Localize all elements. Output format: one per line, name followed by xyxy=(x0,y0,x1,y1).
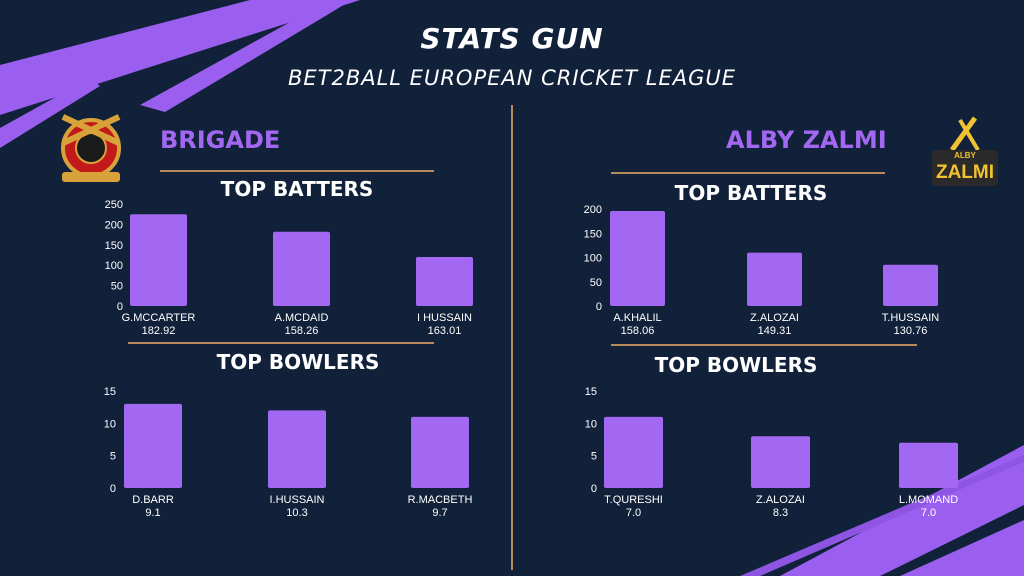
alby-zalmi-logo-text: ZALMI xyxy=(936,162,994,183)
bar-brigade-bowlers-2 xyxy=(411,416,469,488)
section-rule-alby-zalmi-bowlers xyxy=(611,344,917,346)
section-title-brigade-bowlers: TOP BOWLERS xyxy=(216,350,380,374)
top-left-thin-stripe xyxy=(140,0,352,112)
category-sub-label: 182.92 xyxy=(142,325,176,337)
bar-alby-zalmi-batters-0 xyxy=(610,210,665,306)
category-label: G.MCCARTER xyxy=(122,312,196,324)
bar-alby-zalmi-bowlers-2 xyxy=(899,442,958,488)
y-tick-label: 0 xyxy=(110,483,116,495)
category-sub-label: 9.1 xyxy=(145,507,160,519)
category-label: Z.ALOZAI xyxy=(750,312,799,324)
category-label: R.MACBETH xyxy=(408,494,473,506)
page-subtitle: BET2BALL EUROPEAN CRICKET LEAGUE xyxy=(287,66,737,90)
category-label: D.BARR xyxy=(132,494,174,506)
category-label: I HUSSAIN xyxy=(417,312,472,324)
category-sub-label: 7.0 xyxy=(921,507,936,519)
category-sub-label: 158.06 xyxy=(621,325,655,337)
y-tick-label: 150 xyxy=(105,240,123,252)
y-tick-label: 200 xyxy=(584,204,602,216)
bar-brigade-bowlers-0 xyxy=(124,403,182,488)
y-tick-label: 0 xyxy=(117,301,123,313)
category-label: L.MOMAND xyxy=(899,494,958,506)
y-tick-label: 150 xyxy=(584,228,602,240)
category-label: Z.ALOZAI xyxy=(756,494,805,506)
y-tick-label: 50 xyxy=(590,277,602,289)
category-label: A.KHALIL xyxy=(613,312,661,324)
team-rule-brigade xyxy=(160,170,434,172)
category-sub-label: 9.7 xyxy=(432,507,447,519)
category-label: T.HUSSAIN xyxy=(882,312,940,324)
bar-alby-zalmi-batters-1 xyxy=(747,252,802,306)
y-tick-label: 100 xyxy=(584,253,602,265)
bar-brigade-batters-0 xyxy=(130,214,187,306)
category-sub-label: 149.31 xyxy=(758,325,792,337)
section-title-alby-zalmi-batters: TOP BATTERS xyxy=(674,181,828,205)
bottom-right-corner-stripe xyxy=(900,520,1024,576)
team-name-brigade: BRIGADE xyxy=(160,126,281,154)
bar-alby-zalmi-batters-2 xyxy=(883,264,938,306)
bar-alby-zalmi-bowlers-0 xyxy=(604,416,663,488)
category-sub-label: 10.3 xyxy=(286,507,307,519)
chart-brigade-batters: 050100150200250G.MCCARTER182.92A.MCDAID1… xyxy=(105,199,473,337)
bar-brigade-batters-2 xyxy=(416,257,473,306)
category-sub-label: 163.01 xyxy=(428,325,462,337)
bar-alby-zalmi-bowlers-1 xyxy=(751,436,810,488)
category-sub-label: 158.26 xyxy=(285,325,319,337)
alby-zalmi-logo: ALBY ZALMI xyxy=(932,116,998,186)
team-rule-alby-zalmi xyxy=(611,172,885,174)
y-tick-label: 10 xyxy=(585,418,597,430)
y-tick-label: 0 xyxy=(591,483,597,495)
page-title: STATS GUN xyxy=(420,22,604,55)
bar-brigade-bowlers-1 xyxy=(268,410,326,488)
y-tick-label: 5 xyxy=(110,451,116,463)
y-tick-label: 15 xyxy=(585,386,597,398)
section-title-brigade-batters: TOP BATTERS xyxy=(220,177,374,201)
y-tick-label: 15 xyxy=(104,386,116,398)
top-left-small-stripe xyxy=(0,78,100,148)
y-tick-label: 200 xyxy=(105,219,123,231)
y-tick-label: 50 xyxy=(111,281,123,293)
category-label: T.QURESHI xyxy=(604,494,663,506)
alby-zalmi-logo-small-text: ALBY xyxy=(954,151,976,160)
y-tick-label: 0 xyxy=(596,301,602,313)
category-label: I.HUSSAIN xyxy=(269,494,324,506)
center-divider xyxy=(511,105,513,570)
y-tick-label: 10 xyxy=(104,418,116,430)
section-title-alby-zalmi-bowlers: TOP BOWLERS xyxy=(654,353,818,377)
y-tick-label: 250 xyxy=(105,199,123,211)
brigade-crest-logo xyxy=(61,114,121,182)
section-rule-brigade-bowlers xyxy=(128,342,434,344)
category-sub-label: 130.76 xyxy=(894,325,928,337)
team-name-alby-zalmi: ALBY ZALMI xyxy=(726,126,887,154)
category-sub-label: 8.3 xyxy=(773,507,788,519)
y-tick-label: 100 xyxy=(105,260,123,272)
category-label: A.MCDAID xyxy=(275,312,329,324)
y-tick-label: 5 xyxy=(591,451,597,463)
category-sub-label: 7.0 xyxy=(626,507,641,519)
bar-brigade-batters-1 xyxy=(273,231,330,306)
